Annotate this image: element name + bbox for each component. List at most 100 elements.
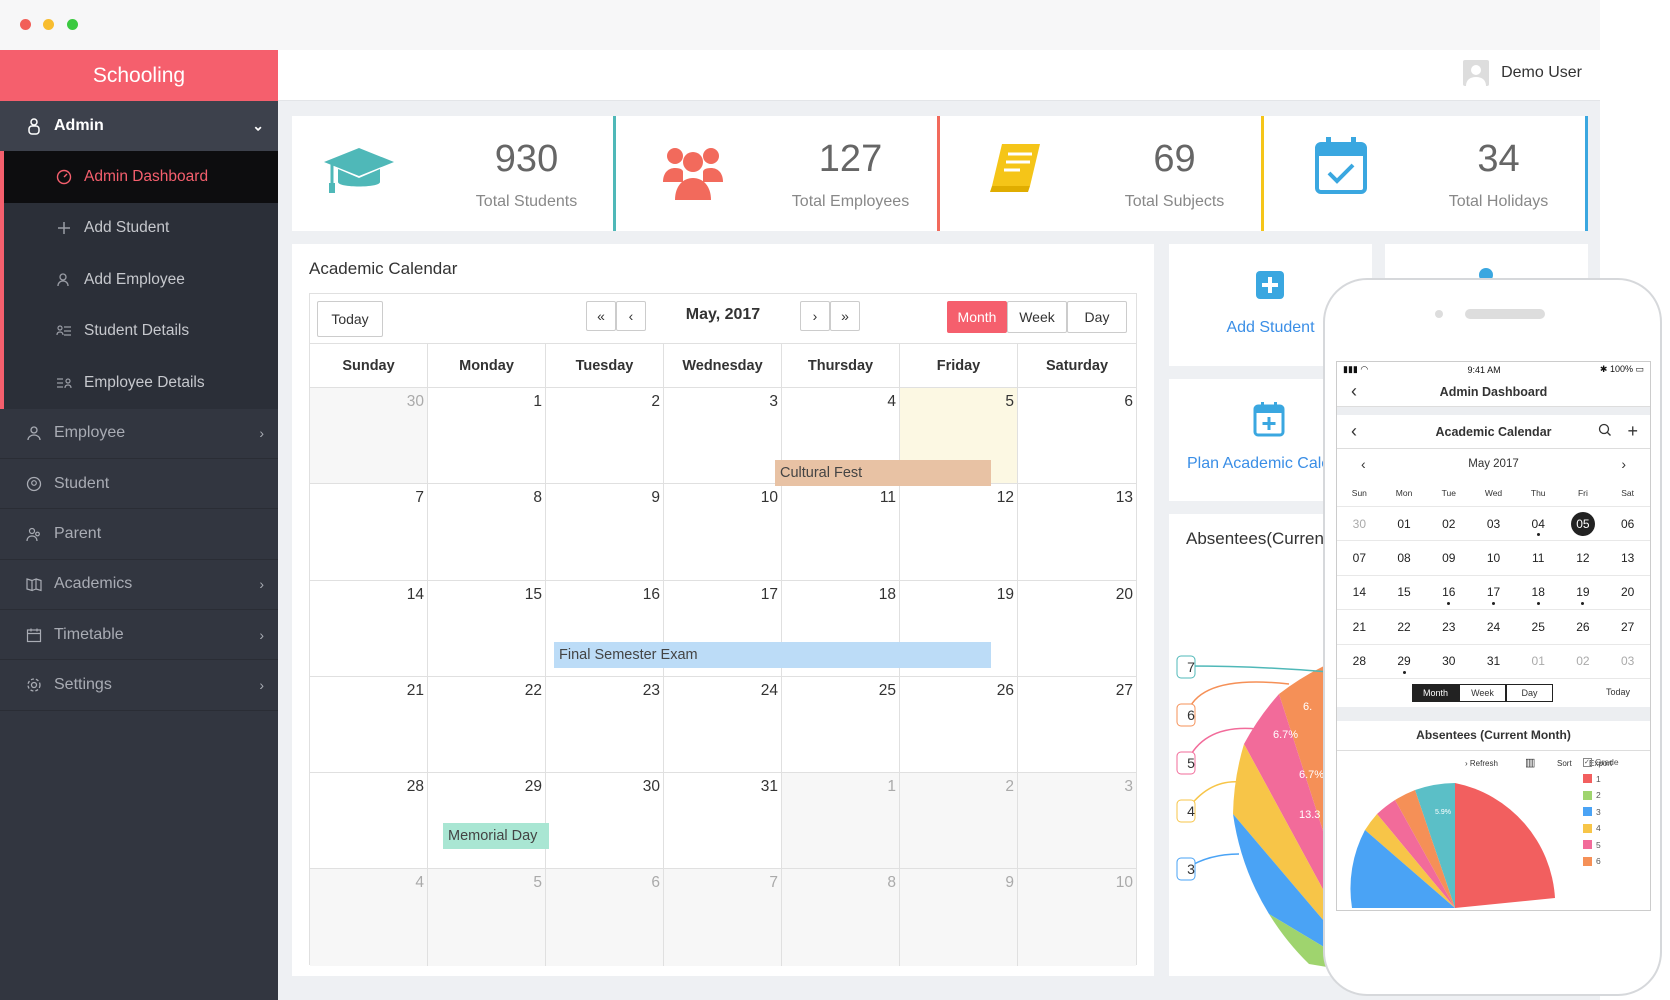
week-view-button[interactable]: Week [1007, 301, 1067, 333]
sidebar-item-student[interactable]: Student [0, 459, 278, 510]
calendar-day-cell[interactable]: 6 [546, 869, 664, 966]
calendar-day-cell[interactable]: 28 [310, 773, 428, 869]
chart-type-icon[interactable]: ▥ [1525, 756, 1536, 769]
sidebar-item-admin-dashboard[interactable]: Admin Dashboard [4, 151, 278, 203]
calendar-day-cell[interactable]: 20 [1018, 581, 1136, 676]
phone-day-cell[interactable]: 04 [1515, 507, 1561, 542]
calendar-day-cell[interactable]: 5 [428, 869, 546, 966]
calendar-day-cell[interactable]: 13 [1018, 484, 1136, 579]
phone-day-cell[interactable]: 31 [1471, 645, 1516, 679]
phone-day-cell[interactable]: 14 [1337, 576, 1382, 611]
calendar-day-cell[interactable]: 2 [900, 773, 1018, 869]
phone-day-cell[interactable]: 19 [1560, 576, 1606, 611]
calendar-day-cell[interactable]: 30 [546, 773, 664, 869]
phone-day-cell[interactable]: 22 [1381, 610, 1427, 645]
calendar-day-cell[interactable]: 15 [428, 580, 546, 676]
prev-year-button[interactable]: « [586, 301, 616, 331]
calendar-day-cell[interactable]: 26 [900, 676, 1018, 773]
calendar-day-cell[interactable]: 22 [428, 676, 546, 773]
calendar-day-cell[interactable]: 7 [310, 484, 428, 580]
calendar-day-cell[interactable]: 6 [1018, 388, 1136, 483]
legend-item[interactable]: 4 [1583, 820, 1619, 837]
calendar-day-cell[interactable]: 24 [664, 676, 782, 773]
sidebar-item-settings[interactable]: Settings › [0, 660, 278, 711]
calendar-day-cell[interactable]: 3 [1018, 773, 1136, 869]
maximize-window-button[interactable] [67, 19, 78, 30]
calendar-day-cell[interactable]: 9 [900, 869, 1018, 966]
calendar-day-cell[interactable]: 9 [546, 484, 664, 580]
calendar-day-cell[interactable]: 25 [782, 676, 900, 773]
calendar-day-cell[interactable]: 19 [900, 580, 1018, 676]
sidebar-item-employee-details[interactable]: Employee Details [4, 357, 278, 409]
calendar-day-cell[interactable]: 10 [664, 484, 782, 580]
calendar-day-cell[interactable]: 17 [664, 580, 782, 676]
phone-day-cell[interactable]: 09 [1426, 541, 1472, 576]
sidebar-item-timetable[interactable]: Timetable › [0, 610, 278, 661]
day-view-button[interactable]: Day [1067, 301, 1127, 333]
legend-item[interactable]: 6 [1583, 853, 1619, 870]
phone-day-button[interactable]: Day [1506, 683, 1553, 702]
calendar-day-cell[interactable]: 11 [782, 484, 900, 580]
calendar-event[interactable]: Cultural Fest [775, 460, 991, 486]
user-menu[interactable]: Demo User [1463, 60, 1582, 86]
phone-day-cell[interactable]: 02 [1560, 645, 1606, 679]
close-window-button[interactable] [20, 19, 31, 30]
calendar-day-cell[interactable]: 7 [664, 869, 782, 966]
phone-day-cell[interactable]: 25 [1515, 610, 1561, 645]
phone-day-cell[interactable]: 10 [1471, 541, 1516, 576]
calendar-day-cell[interactable]: 8 [782, 869, 900, 966]
phone-day-cell[interactable]: 03 [1471, 507, 1516, 542]
calendar-day-cell[interactable]: 21 [310, 676, 428, 773]
calendar-day-cell[interactable]: 10 [1018, 869, 1136, 966]
phone-day-cell[interactable]: 29 [1381, 645, 1427, 679]
calendar-event[interactable]: Final Semester Exam [554, 642, 991, 668]
export-button[interactable]: Export [1589, 758, 1613, 768]
sidebar-item-parent[interactable]: Parent [0, 509, 278, 560]
calendar-day-cell[interactable]: 14 [310, 580, 428, 676]
phone-day-cell[interactable]: 23 [1426, 610, 1472, 645]
sidebar-item-student-details[interactable]: Student Details [4, 306, 278, 358]
phone-day-cell[interactable]: 03 [1605, 645, 1650, 679]
phone-day-cell[interactable]: 17 [1471, 576, 1516, 611]
prev-month-button[interactable]: ‹ [616, 301, 646, 331]
calendar-event[interactable]: Memorial Day [443, 823, 549, 849]
sidebar-item-employee[interactable]: Employee › [0, 409, 278, 459]
phone-day-cell[interactable]: 20 [1605, 576, 1650, 611]
phone-day-cell[interactable]: 21 [1337, 610, 1382, 645]
calendar-day-cell[interactable]: 27 [1018, 677, 1136, 772]
phone-day-cell[interactable]: 30 [1426, 645, 1472, 679]
stat-card-employees[interactable]: 127 Total Employees [616, 116, 940, 231]
phone-day-cell[interactable]: 02 [1426, 507, 1472, 542]
sidebar-item-add-employee[interactable]: Add Employee [4, 254, 278, 306]
legend-item[interactable]: 5 [1583, 837, 1619, 854]
phone-day-cell[interactable]: 24 [1471, 610, 1516, 645]
minimize-window-button[interactable] [43, 19, 54, 30]
next-year-button[interactable]: » [830, 301, 860, 331]
phone-week-button[interactable]: Week [1459, 683, 1506, 702]
calendar-day-cell[interactable]: 1 [782, 773, 900, 869]
calendar-day-cell[interactable]: 31 [664, 773, 782, 869]
calendar-day-cell[interactable]: 8 [428, 484, 546, 580]
refresh-button[interactable]: › Refresh [1465, 758, 1498, 768]
calendar-day-cell[interactable]: 4 [310, 869, 428, 966]
legend-item[interactable]: 1 [1583, 771, 1619, 788]
stat-card-subjects[interactable]: 69 Total Subjects [940, 116, 1264, 231]
phone-day-cell[interactable]: 01 [1515, 645, 1561, 679]
back-chevron-icon[interactable]: ‹ [1351, 381, 1357, 401]
brand-logo[interactable]: Schooling [0, 50, 278, 101]
calendar-day-cell[interactable]: 12 [900, 484, 1018, 580]
legend-item[interactable]: 2 [1583, 787, 1619, 804]
phone-day-cell[interactable]: 08 [1381, 541, 1427, 576]
phone-day-cell[interactable]: 26 [1560, 610, 1606, 645]
next-month-button[interactable]: › [1621, 456, 1626, 472]
calendar-day-cell[interactable]: 2 [546, 388, 664, 484]
month-view-button[interactable]: Month [947, 301, 1007, 333]
phone-month-button[interactable]: Month [1412, 683, 1459, 702]
calendar-day-cell[interactable]: 29 [428, 773, 546, 869]
phone-day-cell[interactable]: 13 [1605, 541, 1650, 576]
calendar-day-cell[interactable]: 3 [664, 388, 782, 484]
phone-day-cell[interactable]: 01 [1381, 507, 1427, 542]
calendar-day-cell[interactable]: 18 [782, 580, 900, 676]
sort-button[interactable]: Sort [1557, 758, 1572, 768]
today-button[interactable]: Today [317, 301, 383, 337]
